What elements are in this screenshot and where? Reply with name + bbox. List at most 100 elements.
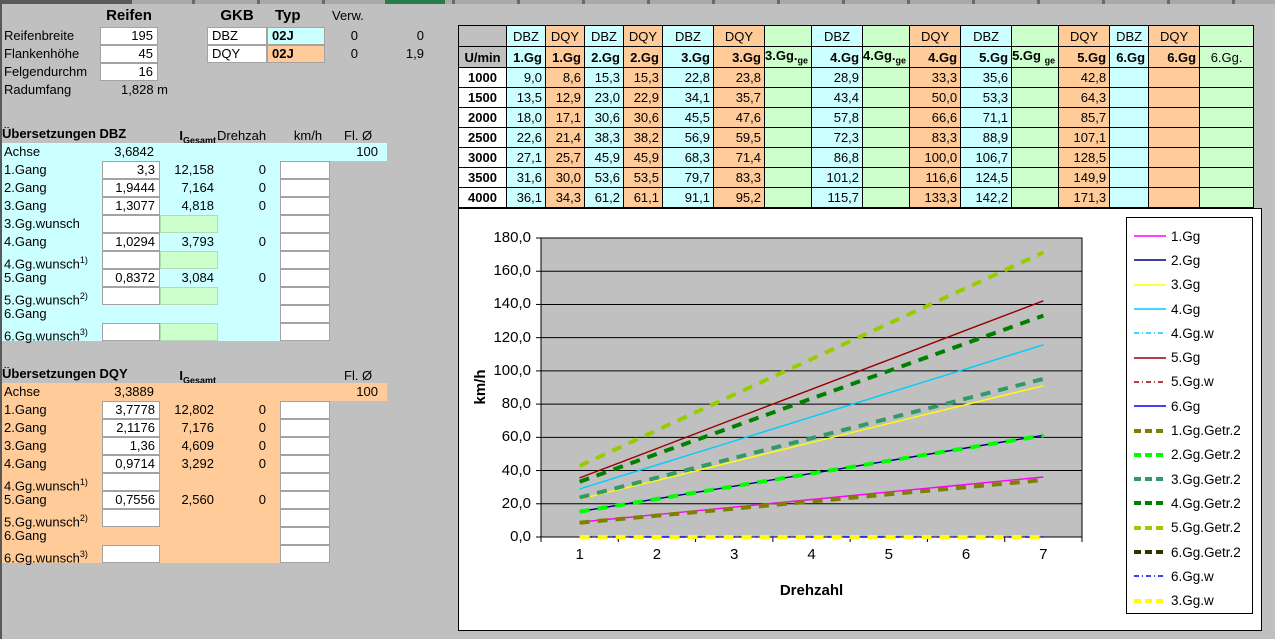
speed-value-cell[interactable] [862,87,911,108]
gear-ratio-cell[interactable] [102,545,160,563]
speed-value-cell[interactable]: 61,2 [584,187,624,208]
speed-value-cell[interactable]: 88,9 [960,127,1013,148]
speed-value-cell[interactable] [1011,67,1060,88]
speed-value-cell[interactable] [1199,147,1255,168]
gkb-code-cell[interactable]: DQY [207,45,267,63]
kmh-cell[interactable] [280,545,330,563]
speed-col-header[interactable]: 2.Gg [623,46,663,68]
speed-value-cell[interactable]: 142,2 [960,187,1013,208]
speed-value-cell[interactable] [1148,167,1201,188]
speed-value-cell[interactable]: 43,4 [811,87,864,108]
speed-value-cell[interactable]: 12,9 [545,87,585,108]
rpm-cell[interactable]: 1500 [458,87,507,108]
kmh-cell[interactable] [280,401,330,419]
speed-value-cell[interactable]: 79,7 [662,167,714,188]
kmh-cell[interactable] [280,161,330,179]
speed-value-cell[interactable]: 57,8 [811,107,864,128]
speed-col-group-header[interactable]: DQY [1058,25,1111,47]
speed-value-cell[interactable]: 71,1 [960,107,1013,128]
speed-value-cell[interactable] [1109,167,1150,188]
speed-value-cell[interactable]: 30,0 [545,167,585,188]
speed-value-cell[interactable]: 17,1 [545,107,585,128]
speed-value-cell[interactable]: 9,0 [506,67,546,88]
speed-col-header[interactable]: U/min [458,46,507,68]
speed-value-cell[interactable]: 22,6 [506,127,546,148]
speed-value-cell[interactable]: 86,8 [811,147,864,168]
speed-value-cell[interactable] [1148,67,1201,88]
rpm-cell[interactable]: 3000 [458,147,507,168]
rpm-cell[interactable]: 2000 [458,107,507,128]
speed-value-cell[interactable]: 38,2 [623,127,663,148]
speed-value-cell[interactable] [1199,127,1255,148]
kmh-cell[interactable] [280,305,330,323]
gear-ratio-cell[interactable] [102,287,160,305]
speed-value-cell[interactable]: 71,4 [713,147,765,168]
rpm-cell[interactable]: 4000 [458,187,507,208]
speed-value-cell[interactable]: 91,1 [662,187,714,208]
speed-value-cell[interactable] [1148,127,1201,148]
speed-col-group-header[interactable] [1011,25,1060,47]
speed-value-cell[interactable] [1011,187,1060,208]
speed-value-cell[interactable]: 50,0 [909,87,962,108]
speed-value-cell[interactable]: 45,5 [662,107,714,128]
gear-ratio-cell[interactable]: 2,1176 [102,419,160,437]
speed-value-cell[interactable] [1011,127,1060,148]
speed-value-cell[interactable]: 21,4 [545,127,585,148]
speed-value-cell[interactable] [862,167,911,188]
speed-value-cell[interactable]: 30,6 [584,107,624,128]
kmh-cell[interactable] [280,509,330,527]
kmh-cell[interactable] [280,179,330,197]
speed-value-cell[interactable]: 61,1 [623,187,663,208]
speed-col-header[interactable]: 6.Gg. [1199,46,1255,68]
speed-col-group-header[interactable]: DBZ [506,25,546,47]
speed-value-cell[interactable]: 53,5 [623,167,663,188]
speed-col-group-header[interactable]: DBZ [960,25,1013,47]
gear-ratio-cell[interactable]: 1,36 [102,437,160,455]
speed-col-header[interactable]: 5.Gg ge [1011,46,1060,68]
speed-col-group-header[interactable] [763,25,813,47]
speed-value-cell[interactable]: 34,3 [545,187,585,208]
speed-col-header[interactable]: 4.Gg.ge [862,46,911,68]
speed-value-cell[interactable]: 47,6 [713,107,765,128]
speed-value-cell[interactable] [763,127,813,148]
speed-col-header[interactable]: 4.Gg [811,46,864,68]
speed-col-header[interactable]: 1.Gg [545,46,585,68]
chart[interactable]: 0,0 20,0 40,0 60,0 80,0 100,0 120,0 140,0 160,0 1… [458,208,1262,631]
gkb-typ-cell[interactable]: 02J [267,27,325,45]
speed-col-header[interactable]: 6.Gg [1109,46,1150,68]
gear-ratio-cell[interactable]: 0,7556 [102,491,160,509]
speed-value-cell[interactable]: 133,3 [909,187,962,208]
speed-col-header[interactable]: 6.Gg [1148,46,1201,68]
speed-value-cell[interactable]: 15,3 [584,67,624,88]
gear-ratio-cell[interactable] [102,251,160,269]
speed-value-cell[interactable]: 64,3 [1058,87,1111,108]
kmh-cell[interactable] [280,197,330,215]
speed-col-group-header[interactable]: DQY [1148,25,1201,47]
speed-value-cell[interactable] [763,147,813,168]
gear-ratio-cell[interactable]: 0,8372 [102,269,160,287]
speed-value-cell[interactable]: 85,7 [1058,107,1111,128]
speed-value-cell[interactable] [1148,87,1201,108]
wunsch-green-cell[interactable] [160,323,218,341]
speed-value-cell[interactable]: 95,2 [713,187,765,208]
gear-ratio-cell[interactable]: 0,9714 [102,455,160,473]
speed-value-cell[interactable]: 56,9 [662,127,714,148]
kmh-cell[interactable] [280,251,330,269]
speed-value-cell[interactable]: 53,3 [960,87,1013,108]
speed-value-cell[interactable] [1109,107,1150,128]
kmh-cell[interactable] [280,473,330,491]
speed-value-cell[interactable] [763,187,813,208]
speed-value-cell[interactable]: 45,9 [623,147,663,168]
speed-value-cell[interactable]: 83,3 [909,127,962,148]
wunsch-green-cell[interactable] [160,251,218,269]
tire-value-cell[interactable]: 16 [100,63,158,81]
speed-value-cell[interactable] [1199,87,1255,108]
speed-value-cell[interactable]: 45,9 [584,147,624,168]
speed-value-cell[interactable]: 68,3 [662,147,714,168]
kmh-cell[interactable] [280,215,330,233]
gear-ratio-cell[interactable] [102,215,160,233]
speed-col-group-header[interactable]: DQY [623,25,663,47]
speed-value-cell[interactable]: 27,1 [506,147,546,168]
speed-value-cell[interactable]: 18,0 [506,107,546,128]
speed-value-cell[interactable]: 36,1 [506,187,546,208]
